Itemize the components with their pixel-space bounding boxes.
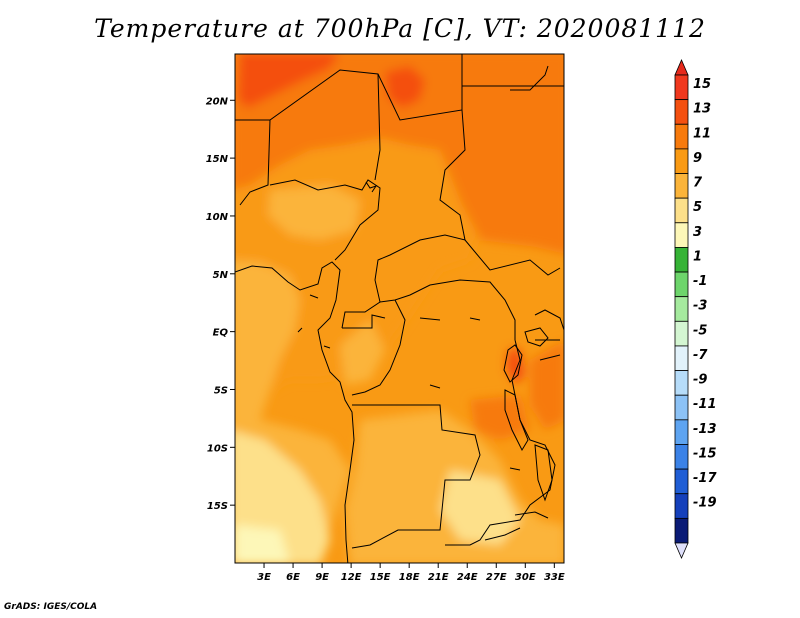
y-tick-label: 15N	[206, 154, 229, 165]
field-3-5-corner	[235, 525, 290, 563]
lake-kivu-region	[503, 344, 523, 383]
y-tick-label: 10S	[207, 443, 228, 454]
colorbar-swatch	[674, 197, 689, 224]
colorbar-top-tip	[674, 58, 689, 76]
east-africa-border	[445, 339, 556, 546]
car-drc-border	[379, 279, 516, 340]
temperature-field	[235, 54, 564, 563]
lake-fragments	[297, 294, 521, 471]
field-7-9-westafrica	[268, 185, 360, 240]
colorbar-level-label: 13	[693, 102, 711, 117]
colorbar-level-label: 11	[693, 126, 711, 141]
x-tick-label: 30E	[515, 572, 536, 583]
colorbar-level-label: -9	[693, 373, 707, 388]
x-axis: 3E 6E 9E 12E 15E 18E 21E 24E 27E 30E 33E	[257, 563, 565, 583]
lake-malawi	[534, 444, 553, 502]
colorbar-level-label: 15	[693, 77, 711, 92]
colorbar-level-label: -13	[693, 422, 717, 437]
colorbar-level-label: -11	[693, 397, 717, 412]
colorbar-swatch	[674, 320, 689, 347]
niger-nigeria-border	[269, 179, 381, 261]
colorbar-level-label: -19	[693, 496, 717, 511]
colorbar-swatch	[674, 296, 689, 322]
x-tick-label: 27E	[486, 572, 507, 583]
x-tick-label: 6E	[286, 572, 300, 583]
colorbar-swatch	[674, 493, 689, 519]
sudan-southsudan-border	[464, 239, 561, 276]
mali-border	[239, 119, 271, 206]
field-5-7-zambia	[440, 470, 520, 545]
colorbar-swatch	[674, 173, 689, 199]
colorbar-level-label: 5	[693, 200, 702, 215]
y-axis: 20N 15N 10N 5N EQ 5S 10S 15S	[206, 96, 235, 512]
y-tick-label: 5N	[213, 270, 229, 281]
y-tick-label: 15S	[207, 501, 228, 512]
field-11-13-eastafrica	[530, 340, 564, 430]
colorbar-level-label: -1	[693, 274, 707, 289]
zambezi-river	[484, 511, 549, 541]
x-tick-label: 33E	[544, 572, 565, 583]
x-tick-label: 15E	[370, 572, 391, 583]
colorbar-level-label: -15	[693, 446, 717, 461]
colorbar-level-label: -3	[693, 299, 707, 314]
colorbar-level-label: 1	[693, 249, 702, 264]
west-coastline	[235, 261, 355, 563]
colorbar-swatch	[674, 148, 689, 174]
field-7-9-gabon	[340, 320, 385, 385]
chad-car-border	[341, 109, 466, 329]
colorbar-swatch	[674, 123, 689, 150]
colorbar-swatch	[674, 444, 689, 470]
colorbar-swatch	[674, 394, 689, 421]
x-tick-label: 12E	[341, 572, 362, 583]
field-11-13-east	[470, 170, 564, 250]
colorbar-swatch	[674, 74, 689, 101]
colorbar-swatch	[674, 271, 689, 298]
gabon-border	[342, 314, 386, 329]
colorbar-swatch	[674, 419, 689, 445]
boundaries	[235, 54, 564, 563]
y-tick-label: 5S	[214, 385, 228, 396]
colorbar-level-label: -17	[693, 471, 717, 486]
colorbar-level-label: -7	[693, 348, 708, 363]
colorbar: 15 13 11 9 7 5 3 1 -1 -3 -5 -7 -9 -11 -13 -15 -17 -19	[674, 58, 717, 560]
uganda-kenya-borders	[534, 309, 564, 361]
field-13-15-lakes	[506, 348, 525, 385]
colorbar-level-label: 7	[693, 176, 703, 191]
red-sea-coast	[510, 65, 549, 91]
colorbar-level-label: 9	[693, 151, 702, 166]
colorbar-swatch	[674, 370, 689, 396]
colorbar-level-label: 3	[693, 225, 702, 240]
y-tick-label: 10N	[206, 212, 229, 223]
colorbar-swatch	[674, 517, 689, 544]
colorbar-level-label: -5	[693, 323, 707, 338]
y-tick-label: EQ	[213, 328, 229, 339]
map-title: Temperature at 700hPa [C], VT: 202008111…	[94, 14, 706, 43]
congo-drc-border	[351, 299, 406, 396]
x-tick-label: 9E	[315, 572, 329, 583]
field-13-15-center	[385, 66, 425, 108]
y-tick-label: 20N	[206, 96, 229, 107]
x-tick-label: 18E	[399, 572, 420, 583]
colorbar-swatch	[674, 468, 689, 495]
colorbar-swatch	[674, 99, 689, 125]
lake-victoria	[524, 327, 549, 347]
lake-chad	[365, 181, 378, 193]
x-tick-label: 24E	[457, 572, 478, 583]
colorbar-swatch	[674, 222, 689, 248]
grads-credit: GrADS: IGES/COLA	[4, 602, 98, 612]
x-tick-label: 21E	[428, 572, 449, 583]
x-tick-label: 3E	[257, 572, 271, 583]
field-11-13-tanganyika	[470, 395, 530, 440]
field-13-15-nw	[238, 54, 339, 108]
colorbar-swatch	[674, 247, 689, 273]
colorbar-swatch	[674, 345, 689, 371]
colorbar-bottom-tip	[674, 542, 689, 560]
niger-chad-border	[374, 73, 381, 181]
lake-tanganyika	[504, 389, 529, 452]
angola-border	[351, 404, 481, 549]
map-frame	[234, 53, 565, 564]
